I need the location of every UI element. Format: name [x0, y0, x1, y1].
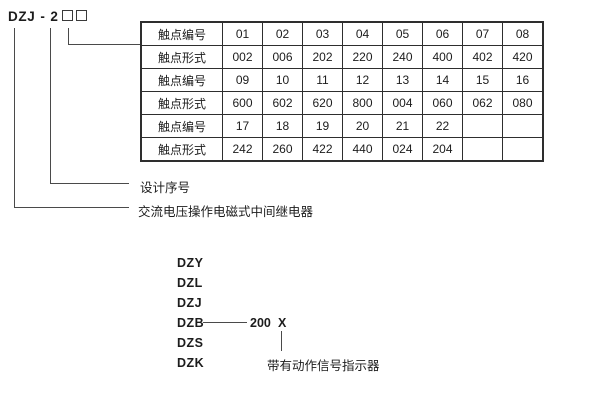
table-row: 触点形式 600 602 620 800 004 060 062 080 [140, 91, 544, 115]
value-cell [502, 114, 544, 138]
value-cell: 620 [302, 91, 343, 115]
value-cell [462, 114, 503, 138]
model-list-item-dzl: DZL [177, 276, 203, 290]
value-cell: 024 [382, 137, 423, 162]
value-cell: 240 [382, 45, 423, 69]
value-cell: 062 [462, 91, 503, 115]
relay-description-label: 交流电压操作电磁式中间继电器 [138, 205, 314, 219]
leader-line-prefix-vertical [14, 28, 15, 208]
value-cell: 11 [302, 68, 343, 92]
model-list-item-dzb: DZB [177, 316, 205, 330]
value-cell: 12 [342, 68, 383, 92]
value-cell: 004 [382, 91, 423, 115]
value-cell: 202 [302, 45, 343, 69]
value-cell: 17 [222, 114, 263, 138]
model-list-item-dzj: DZJ [177, 296, 203, 310]
model-digit-box-2 [75, 10, 87, 21]
value-cell: 242 [222, 137, 263, 162]
contact-spec-table-body: 触点编号 01 02 03 04 05 06 07 08 触点形式 002 006 202 220 240 4… [140, 21, 544, 162]
dzb-variable-x: X [278, 316, 287, 330]
value-cell: 03 [302, 21, 343, 46]
value-cell: 07 [462, 21, 503, 46]
table-row: 触点形式 242 260 422 440 024 204 [140, 137, 544, 162]
value-cell: 440 [342, 137, 383, 162]
value-cell: 04 [342, 21, 383, 46]
model-list-item-dzs: DZS [177, 336, 204, 350]
value-cell: 422 [302, 137, 343, 162]
value-cell: 16 [502, 68, 544, 92]
value-cell: 13 [382, 68, 423, 92]
value-cell [462, 137, 503, 162]
contact-spec-table: 触点编号 01 02 03 04 05 06 07 08 触点形式 002 006 202 220 240 4… [140, 21, 544, 162]
value-cell: 08 [502, 21, 544, 46]
dzb-code-200: 200 [250, 316, 271, 330]
table-row: 触点编号 17 18 19 20 21 22 [140, 114, 544, 138]
indicator-note-label: 带有动作信号指示器 [267, 359, 380, 373]
leader-line-series-horizontal [50, 183, 129, 184]
value-cell: 10 [262, 68, 303, 92]
row-label-cell: 触点编号 [140, 68, 223, 92]
model-list-item-dzy: DZY [177, 256, 204, 270]
leader-line-boxes-vertical [68, 28, 69, 45]
row-label-cell: 触点形式 [140, 45, 223, 69]
indicator-leader-line [281, 331, 282, 351]
value-cell: 15 [462, 68, 503, 92]
value-cell: 080 [502, 91, 544, 115]
value-cell: 600 [222, 91, 263, 115]
table-row: 触点编号 01 02 03 04 05 06 07 08 [140, 21, 544, 46]
value-cell: 400 [422, 45, 463, 69]
table-row: 触点形式 002 006 202 220 240 400 402 420 [140, 45, 544, 69]
value-cell: 05 [382, 21, 423, 46]
row-label-cell: 触点编号 [140, 114, 223, 138]
value-cell: 06 [422, 21, 463, 46]
dzb-leader-line [203, 322, 247, 323]
value-cell: 22 [422, 114, 463, 138]
value-cell: 220 [342, 45, 383, 69]
value-cell: 800 [342, 91, 383, 115]
value-cell: 01 [222, 21, 263, 46]
value-cell: 18 [262, 114, 303, 138]
model-code-title: DZJ - 2 [8, 9, 87, 24]
value-cell: 602 [262, 91, 303, 115]
model-digit-box-1 [61, 10, 73, 21]
value-cell: 204 [422, 137, 463, 162]
value-cell: 14 [422, 68, 463, 92]
value-cell: 20 [342, 114, 383, 138]
row-label-cell: 触点形式 [140, 137, 223, 162]
leader-line-prefix-horizontal [14, 207, 129, 208]
model-prefix: DZJ [8, 9, 36, 24]
design-serial-label: 设计序号 [140, 181, 191, 195]
value-cell: 402 [462, 45, 503, 69]
value-cell: 02 [262, 21, 303, 46]
value-cell: 420 [502, 45, 544, 69]
leader-line-boxes-horizontal [68, 44, 140, 45]
value-cell [502, 137, 544, 162]
row-label-cell: 触点编号 [140, 21, 223, 46]
value-cell: 006 [262, 45, 303, 69]
row-label-cell: 触点形式 [140, 91, 223, 115]
model-dash: - [40, 9, 46, 24]
value-cell: 260 [262, 137, 303, 162]
value-cell: 21 [382, 114, 423, 138]
table-row: 触点编号 09 10 11 12 13 14 15 16 [140, 68, 544, 92]
value-cell: 002 [222, 45, 263, 69]
value-cell: 060 [422, 91, 463, 115]
model-list-item-dzk: DZK [177, 356, 205, 370]
value-cell: 09 [222, 68, 263, 92]
leader-line-series-vertical [50, 28, 51, 184]
value-cell: 19 [302, 114, 343, 138]
model-series-number: 2 [50, 9, 59, 24]
